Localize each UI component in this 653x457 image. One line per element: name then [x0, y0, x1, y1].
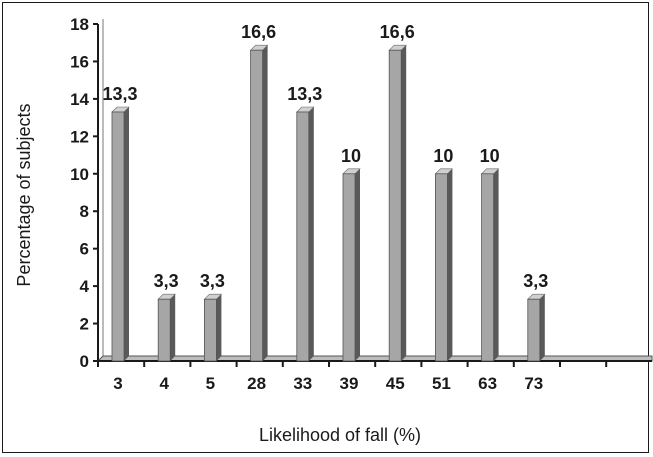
- x-tick-label: 45: [386, 374, 405, 393]
- data-label: 16,6: [380, 22, 415, 42]
- y-tick-label: 2: [80, 315, 89, 334]
- data-label: 3,3: [154, 271, 179, 291]
- x-tick-label: 63: [478, 374, 497, 393]
- bar-side: [401, 45, 407, 361]
- y-tick-label: 18: [70, 15, 89, 34]
- y-tick-label: 8: [80, 202, 89, 221]
- bar-side: [447, 168, 453, 361]
- data-label: 16,6: [241, 22, 276, 42]
- bars: [111, 44, 546, 362]
- bar-side: [355, 168, 360, 361]
- bar: [157, 298, 171, 362]
- bar-side: [262, 45, 268, 361]
- y-axis: 0 2 4 6 8 10 12 14 16 18: [70, 15, 104, 371]
- bar-side: [308, 106, 314, 361]
- bar: [296, 111, 310, 362]
- bar-side: [170, 294, 176, 361]
- bar: [481, 173, 495, 362]
- x-axis-title: Likelihood of fall (%): [259, 425, 421, 445]
- bar-side: [124, 106, 129, 361]
- x-tick-label: 39: [340, 374, 359, 393]
- x-tick-label: 51: [432, 374, 451, 393]
- x-tick-label: 3: [113, 374, 122, 393]
- x-axis: 3 4 5 28 33 39 45 51 63 73: [96, 355, 653, 393]
- bar: [250, 49, 264, 362]
- y-tick-label: 14: [70, 90, 89, 109]
- data-label: 3,3: [200, 271, 225, 291]
- y-tick-label: 0: [80, 352, 89, 371]
- bar-side: [493, 168, 499, 361]
- x-tick-label: 33: [293, 374, 312, 393]
- x-tick-label: 28: [247, 374, 266, 393]
- y-tick-label: 12: [70, 127, 89, 146]
- bar: [203, 298, 217, 362]
- y-tick-label: 4: [80, 277, 90, 296]
- data-label: 10: [341, 146, 361, 166]
- data-label: 3,3: [523, 271, 548, 291]
- x-tick-label: 4: [159, 374, 169, 393]
- data-label: 10: [433, 146, 453, 166]
- y-tick-label: 6: [80, 240, 89, 259]
- x-tick-label: 5: [206, 374, 215, 393]
- bar-side: [539, 294, 545, 361]
- bar: [527, 298, 541, 362]
- bar-side: [216, 294, 222, 361]
- y-axis-title: Percentage of subjects: [14, 103, 34, 286]
- bar: [434, 173, 448, 362]
- x-tick-label: 73: [524, 374, 543, 393]
- y-tick-label: 16: [70, 52, 89, 71]
- data-labels: 13,3 3,3 3,3 16,6 13,3 10 16,6 10 10 3,3: [102, 22, 548, 291]
- bar: [388, 49, 402, 362]
- y-tick-label: 10: [70, 165, 89, 184]
- chart-frame: [2, 2, 649, 453]
- bar: [111, 111, 125, 362]
- data-label: 13,3: [287, 84, 322, 104]
- bar: [342, 173, 356, 362]
- data-label: 10: [480, 146, 500, 166]
- data-label: 13,3: [102, 84, 137, 104]
